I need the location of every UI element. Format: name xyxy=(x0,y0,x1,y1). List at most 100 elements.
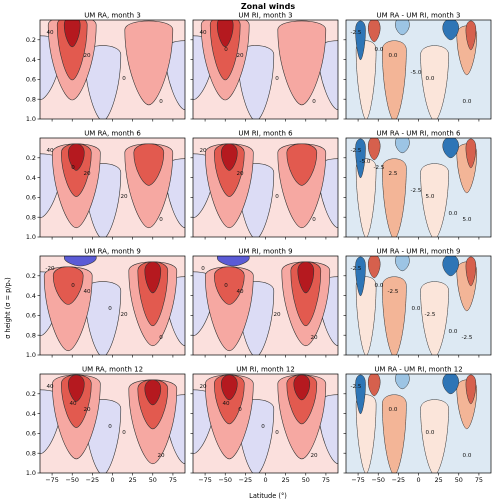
contour-label: 40 xyxy=(69,401,77,407)
contour-label: 0 xyxy=(238,407,242,413)
diff-core xyxy=(395,374,410,390)
x-tick-label: 75 xyxy=(322,476,330,484)
contour-label: -2.5 xyxy=(388,289,399,295)
x-tick-label: 0 xyxy=(416,476,420,484)
diff-core xyxy=(355,256,366,297)
y-tick-label: 0.6 xyxy=(26,430,36,438)
contour-panel: UM RI, month 9 0 40 20 20 0 xyxy=(190,248,339,358)
contour-panel: UM RI, month 6 20 20 0 0 xyxy=(190,130,339,240)
contour-label: 20 xyxy=(199,384,207,390)
contour-label: 5.0 xyxy=(426,194,435,200)
diff-core xyxy=(442,20,459,41)
y-tick-label: 0.8 xyxy=(26,331,36,339)
contour-panel: UM RA, month 9 -20 40 20 0 0 0 0.2 0.4 0.6 0.8 1.0 xyxy=(26,248,186,359)
contour-label: -2.5 xyxy=(351,384,362,390)
x-tick-label: 75 xyxy=(475,476,483,484)
y-tick-label: 0.4 xyxy=(26,56,36,64)
contour-label: 20 xyxy=(83,171,91,177)
x-tick-label: −25 xyxy=(239,476,253,484)
x-tick-label: 0 xyxy=(110,476,114,484)
jet-contour xyxy=(213,266,245,305)
easterly-core xyxy=(63,256,97,267)
y-tick-label: 0.2 xyxy=(26,154,36,162)
x-tick-label: −75 xyxy=(351,476,365,484)
contour-panel: UM RA - UM RI, month 9 -2.5 -2.5 -2.5 -2.5 0.… xyxy=(343,248,492,358)
panel-title: UM RI, month 9 xyxy=(238,248,292,256)
diff-contour xyxy=(382,40,407,119)
panel-title: UM RA - UM RI, month 6 xyxy=(377,130,461,138)
contour-label: 40 xyxy=(222,401,230,407)
jet-contour xyxy=(144,261,162,294)
easterly-core xyxy=(216,256,250,267)
y-tick-label: 1.0 xyxy=(26,233,36,241)
y-tick-label: 0.8 xyxy=(26,449,36,457)
contour-label: 0 xyxy=(275,76,279,82)
diff-core xyxy=(355,20,366,61)
diff-core xyxy=(367,138,381,161)
contour-label: 20 xyxy=(310,335,318,341)
contour-panel: UM RI, month 3 40 20 0 0 0 xyxy=(190,12,339,122)
contour-label: 0.0 xyxy=(389,407,398,413)
contour-label: -2.5 xyxy=(425,312,436,318)
diff-core xyxy=(395,20,410,36)
contour-label: 40 xyxy=(46,30,54,36)
diff-core xyxy=(355,374,366,415)
x-tick-label: 0 xyxy=(263,476,267,484)
y-tick-label: 0.6 xyxy=(26,194,36,202)
jet-contour xyxy=(297,261,315,294)
x-tick-label: 25 xyxy=(282,476,290,484)
contour-label: -2.5 xyxy=(462,335,473,341)
jet-contour xyxy=(67,374,85,402)
jet-contour xyxy=(52,266,84,305)
contour-label: -2.5 xyxy=(351,30,362,36)
contour-panel: UM RA - UM RI, month 6-2.52.55.05.0-2.5-… xyxy=(343,130,492,240)
panel-grid: UM RA, month 3 40 20 0 0 0.2 0.4 0.6 0.8 1.0 UM RI… xyxy=(26,12,492,484)
contour-label: 20 xyxy=(236,53,244,59)
contour-label: 20 xyxy=(157,453,165,459)
contour-label: 0 xyxy=(275,194,279,200)
contour-label: 20 xyxy=(199,148,207,154)
diff-contour xyxy=(420,163,449,237)
contour-label: 40 xyxy=(199,30,207,36)
diff-core xyxy=(355,138,366,179)
contour-panel: UM RA, month 3 40 20 0 0 0.2 0.4 0.6 0.8 1.0 xyxy=(26,12,186,123)
x-tick-label: −25 xyxy=(86,476,100,484)
jet-contour xyxy=(220,374,238,401)
contour-label: 0.0 xyxy=(389,53,398,59)
contour-label: 40 xyxy=(46,148,54,154)
contour-label: 40 xyxy=(46,384,54,390)
contour-label: 0.0 xyxy=(426,430,435,436)
contour-label: 0 xyxy=(201,266,205,272)
contour-label: -2.5 xyxy=(351,148,362,154)
panel-title: UM RI, month 3 xyxy=(238,12,292,20)
diff-contour xyxy=(382,276,407,355)
diff-core xyxy=(367,374,381,397)
contour-label: 0.0 xyxy=(449,211,458,217)
negative-region xyxy=(84,45,122,119)
x-tick-label: −75 xyxy=(45,476,59,484)
y-tick-label: 0.4 xyxy=(26,174,36,182)
diff-core xyxy=(442,374,459,395)
x-tick-label: −25 xyxy=(392,476,406,484)
x-tick-label: −50 xyxy=(218,476,232,484)
contour-label: 20 xyxy=(236,171,244,177)
jet-contour xyxy=(144,379,162,406)
panel-title: UM RI, month 6 xyxy=(238,130,293,138)
contour-label: 0 xyxy=(71,283,75,289)
jet-contour xyxy=(209,20,241,81)
y-tick-label: 1.0 xyxy=(26,351,36,359)
y-tick-label: 0.4 xyxy=(26,292,36,300)
contour-label: 0.0 xyxy=(449,329,458,335)
diff-core xyxy=(465,20,477,51)
contour-label: 40 xyxy=(236,289,244,295)
contour-label: 0 xyxy=(275,430,279,436)
contour-label: 20 xyxy=(83,407,91,413)
diff-core xyxy=(395,256,410,272)
x-tick-label: −75 xyxy=(198,476,212,484)
y-tick-label: 0.8 xyxy=(26,213,36,221)
diff-core xyxy=(465,374,477,405)
diff-contour xyxy=(420,399,449,473)
contour-label: 20 xyxy=(273,312,281,318)
jet-contour xyxy=(124,20,174,106)
